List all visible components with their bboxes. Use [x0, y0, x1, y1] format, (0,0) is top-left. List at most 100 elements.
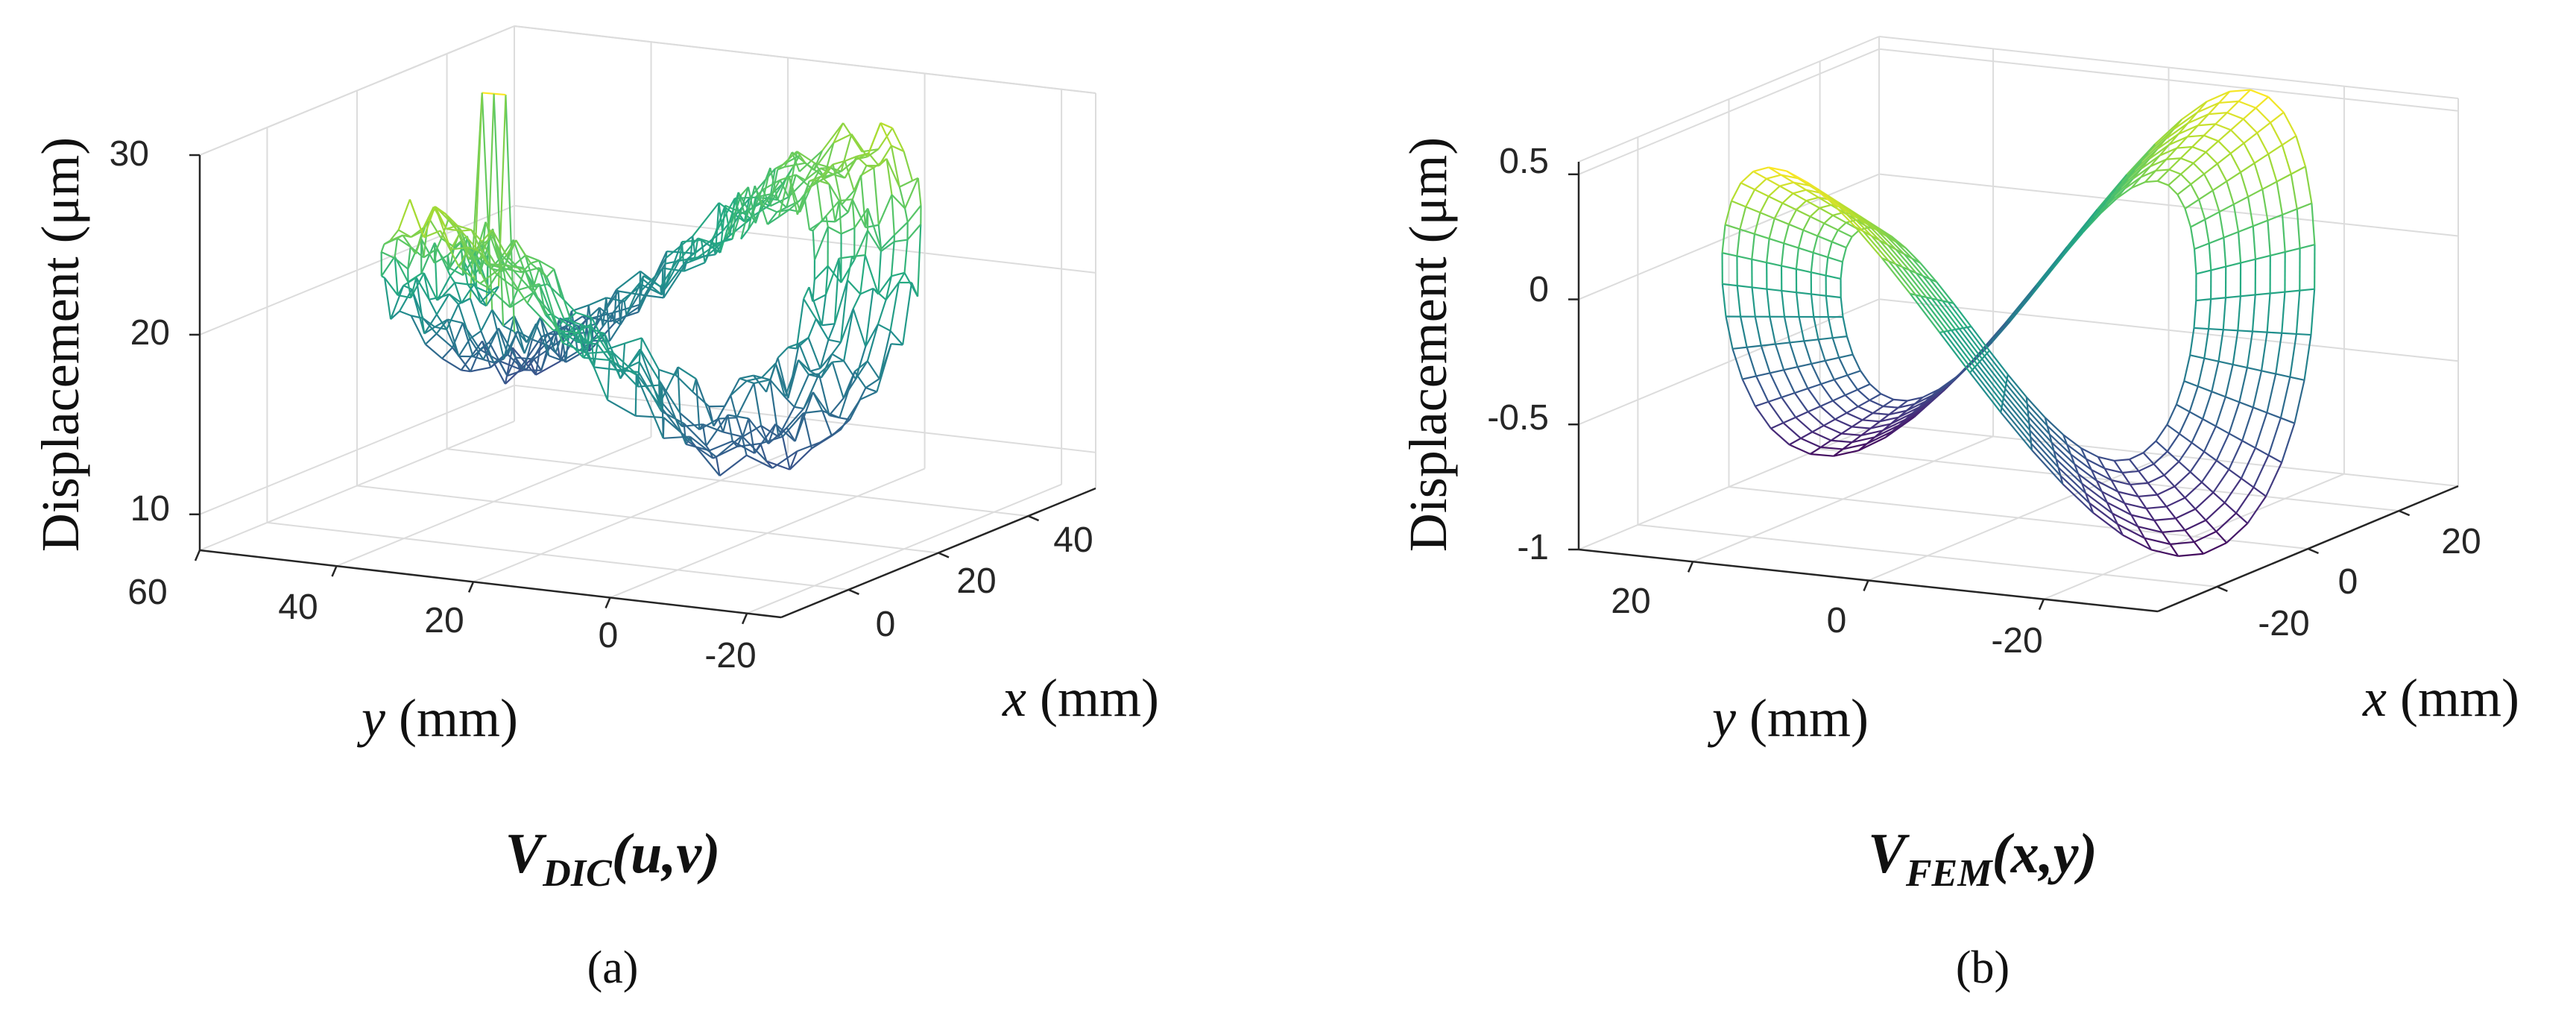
mesh-line	[777, 151, 798, 171]
panel-b-z-tick-m05: -0.5	[1487, 398, 1549, 438]
mesh-line	[2176, 183, 2191, 195]
mesh-line	[1816, 223, 1825, 236]
mesh-line	[838, 201, 842, 234]
mesh-line	[1741, 379, 1756, 407]
mesh-line	[1800, 437, 1822, 448]
mesh-line	[828, 339, 842, 344]
mesh-line	[2162, 529, 2185, 533]
mesh-line	[1969, 372, 2002, 413]
mesh-line	[1769, 238, 1784, 245]
mesh-line	[1823, 222, 1839, 231]
mesh-line	[2255, 447, 2270, 456]
mesh-line	[859, 255, 866, 295]
mesh-line	[1840, 297, 1844, 318]
mesh-line	[1841, 426, 1853, 435]
mesh-line	[904, 177, 919, 210]
mesh-line	[1846, 218, 1857, 224]
mesh-line	[689, 435, 717, 458]
mesh-line	[877, 323, 891, 332]
mesh-line	[436, 275, 452, 301]
mesh-line	[380, 244, 385, 253]
mesh-line	[1844, 394, 1859, 408]
mesh-line	[763, 193, 773, 207]
mesh-line	[2266, 374, 2277, 413]
mesh-line	[839, 280, 849, 343]
mesh-line	[1807, 388, 1822, 407]
mesh-line	[722, 431, 743, 438]
mesh-line	[2204, 219, 2210, 244]
mesh-line	[1806, 196, 1819, 202]
mesh-line	[842, 122, 863, 153]
mesh-line	[435, 238, 443, 250]
mesh-line	[2281, 423, 2296, 463]
mesh-line	[787, 151, 798, 198]
mesh-line	[753, 382, 763, 426]
mesh-line	[1827, 256, 1843, 263]
mesh-line	[2170, 541, 2194, 545]
mesh-line	[856, 152, 869, 157]
mesh-line	[578, 333, 609, 400]
mesh-line	[798, 337, 809, 344]
mesh-line	[1795, 411, 1809, 418]
mesh-line	[2191, 441, 2205, 453]
panel-b-surface	[1721, 89, 2316, 557]
mesh-line	[1832, 400, 1848, 414]
mesh-line	[2193, 541, 2205, 555]
mesh-line	[439, 230, 452, 251]
mesh-line	[1906, 400, 1926, 412]
mesh-line	[2282, 332, 2296, 336]
mesh-line	[812, 230, 816, 260]
y-tick-mark	[741, 613, 748, 625]
mesh-line	[2256, 132, 2270, 155]
mesh-line	[693, 248, 711, 261]
mesh-line	[1872, 406, 1884, 415]
mesh-line	[660, 286, 663, 295]
mesh-line	[596, 343, 619, 373]
mesh-line	[777, 166, 786, 171]
mesh-line	[480, 309, 493, 332]
mesh-line	[2253, 153, 2269, 164]
mesh-line	[467, 247, 490, 289]
mesh-line	[2137, 526, 2163, 533]
mesh-line	[1752, 258, 1767, 264]
mesh-line	[2254, 412, 2268, 449]
mesh-line	[2218, 212, 2225, 238]
mesh-line	[774, 424, 783, 438]
panel-b-x-tick-0: 0	[2338, 562, 2358, 602]
mesh-line	[1895, 241, 1913, 259]
mesh-line	[515, 356, 534, 360]
mesh-line	[1829, 201, 1856, 227]
mesh-line	[1841, 247, 1848, 262]
mesh-line	[807, 337, 821, 369]
mesh-line	[677, 366, 697, 380]
mesh-line	[2030, 442, 2062, 476]
mesh-line	[2197, 385, 2212, 393]
mesh-line	[1842, 441, 1853, 450]
mesh-line	[2126, 143, 2156, 175]
mesh-line	[1754, 233, 1770, 240]
mesh-line	[746, 380, 754, 385]
mesh-line	[2204, 211, 2220, 221]
mesh-line	[2266, 293, 2271, 333]
mesh-line	[2137, 526, 2146, 539]
mesh-line	[397, 199, 411, 230]
mesh-line	[2144, 537, 2171, 545]
y-tick-mark	[331, 565, 338, 577]
mesh-line	[2203, 123, 2217, 136]
mesh-line	[588, 297, 607, 306]
mesh-line	[804, 167, 821, 181]
mesh-line	[590, 317, 609, 350]
mesh-line	[390, 310, 400, 320]
mesh-line	[2112, 512, 2138, 528]
mesh-line	[2208, 102, 2220, 115]
mesh-line	[687, 441, 714, 459]
mesh-line	[1732, 346, 1747, 350]
mesh-line	[483, 359, 494, 364]
mesh-line	[794, 406, 804, 410]
mesh-line	[736, 435, 743, 447]
mesh-line	[634, 374, 637, 416]
mesh-line	[844, 160, 855, 192]
mesh-line	[1857, 218, 1881, 242]
mesh-line	[742, 418, 750, 438]
mesh-line	[410, 315, 426, 345]
